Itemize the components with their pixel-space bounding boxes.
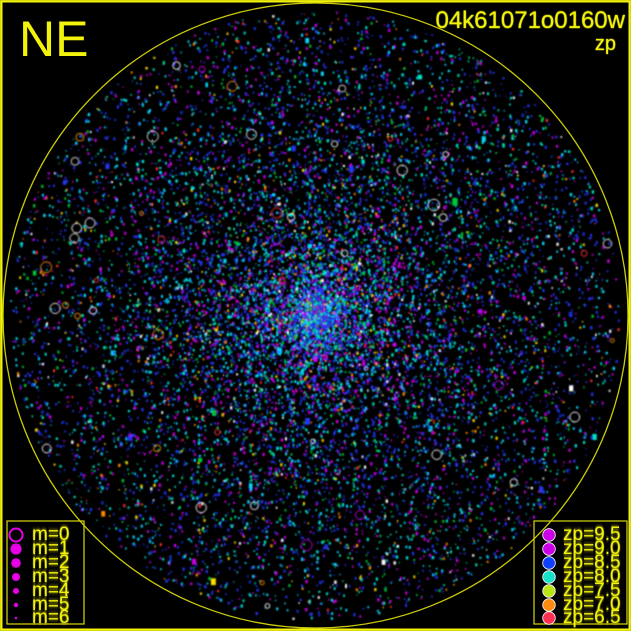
svg-text:m=6: m=6: [32, 607, 70, 628]
svg-text:zp=6.5: zp=6.5: [563, 607, 621, 628]
svg-text:04k61071o0160w: 04k61071o0160w: [435, 7, 625, 34]
svg-text:zp: zp: [595, 33, 616, 55]
svg-text:NE: NE: [19, 11, 88, 67]
